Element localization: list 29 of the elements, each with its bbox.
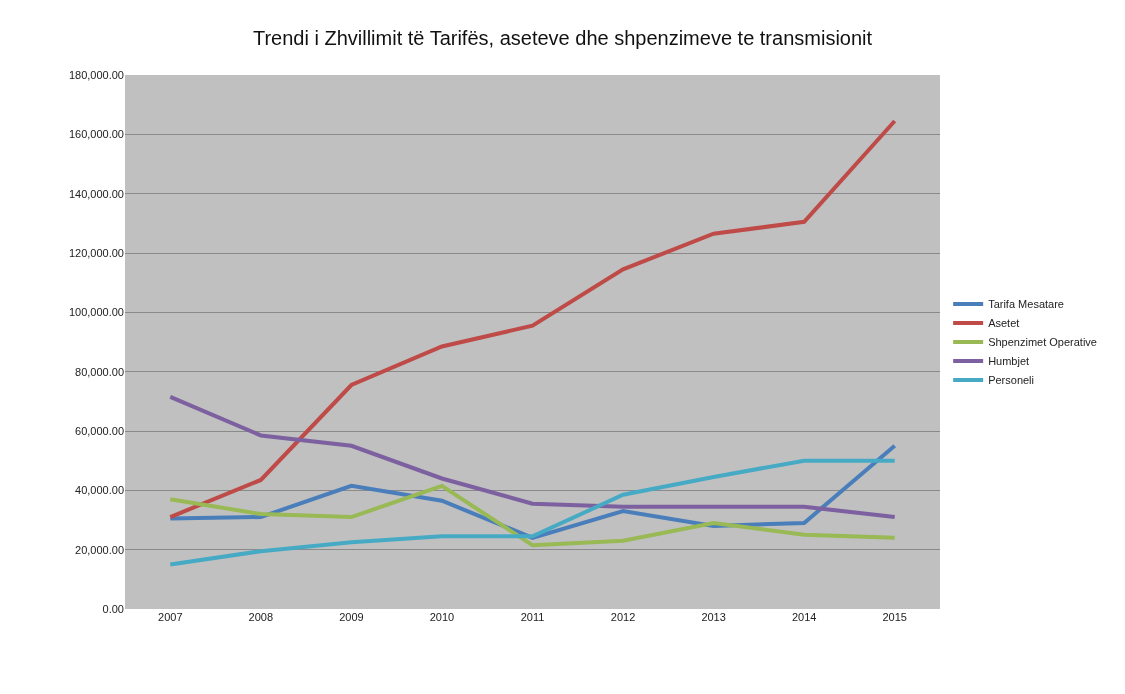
x-tick-label: 2008 [248,611,274,623]
line-series [168,394,897,520]
x-tick-label: 2010 [429,611,455,623]
y-tick-label: 140,000.00 [68,187,124,200]
chart-title: Trendi i Zhvillimit të Tarifës, aseteve dhe shpenzimeve te transmisionit [252,27,873,50]
x-tick-label: 2007 [158,611,183,623]
y-tick-label: 0.00 [102,602,124,615]
y-tick-label: 120,000.00 [68,246,124,259]
legend-label: Humbjet [988,355,1030,368]
legend-label: Shpenzimet Operative [988,336,1097,349]
y-tick-label: 160,000.00 [68,128,124,141]
x-tick-label: 2011 [520,611,545,623]
line-series [168,483,897,548]
y-tick-label: 60,000.00 [75,424,124,437]
legend-label: Asetet [988,317,1020,330]
y-tick-label: 20,000.00 [75,543,124,556]
y-tick-label: 80,000.00 [75,365,124,378]
y-tick-label: 40,000.00 [75,484,124,497]
x-tick-label: 2013 [701,611,726,623]
legend-label: Tarifa Mesatare [988,298,1064,311]
y-tick-label: 180,000.00 [68,68,124,81]
x-tick-label: 2012 [610,611,636,623]
legend-label: Personeli [988,374,1035,387]
x-tick-label: 2014 [791,611,817,623]
x-tick-label: 2009 [339,611,364,623]
x-tick-label: 2015 [882,611,907,623]
y-tick-label: 100,000.00 [68,306,124,319]
line-series [168,458,897,567]
line-series [168,118,897,520]
